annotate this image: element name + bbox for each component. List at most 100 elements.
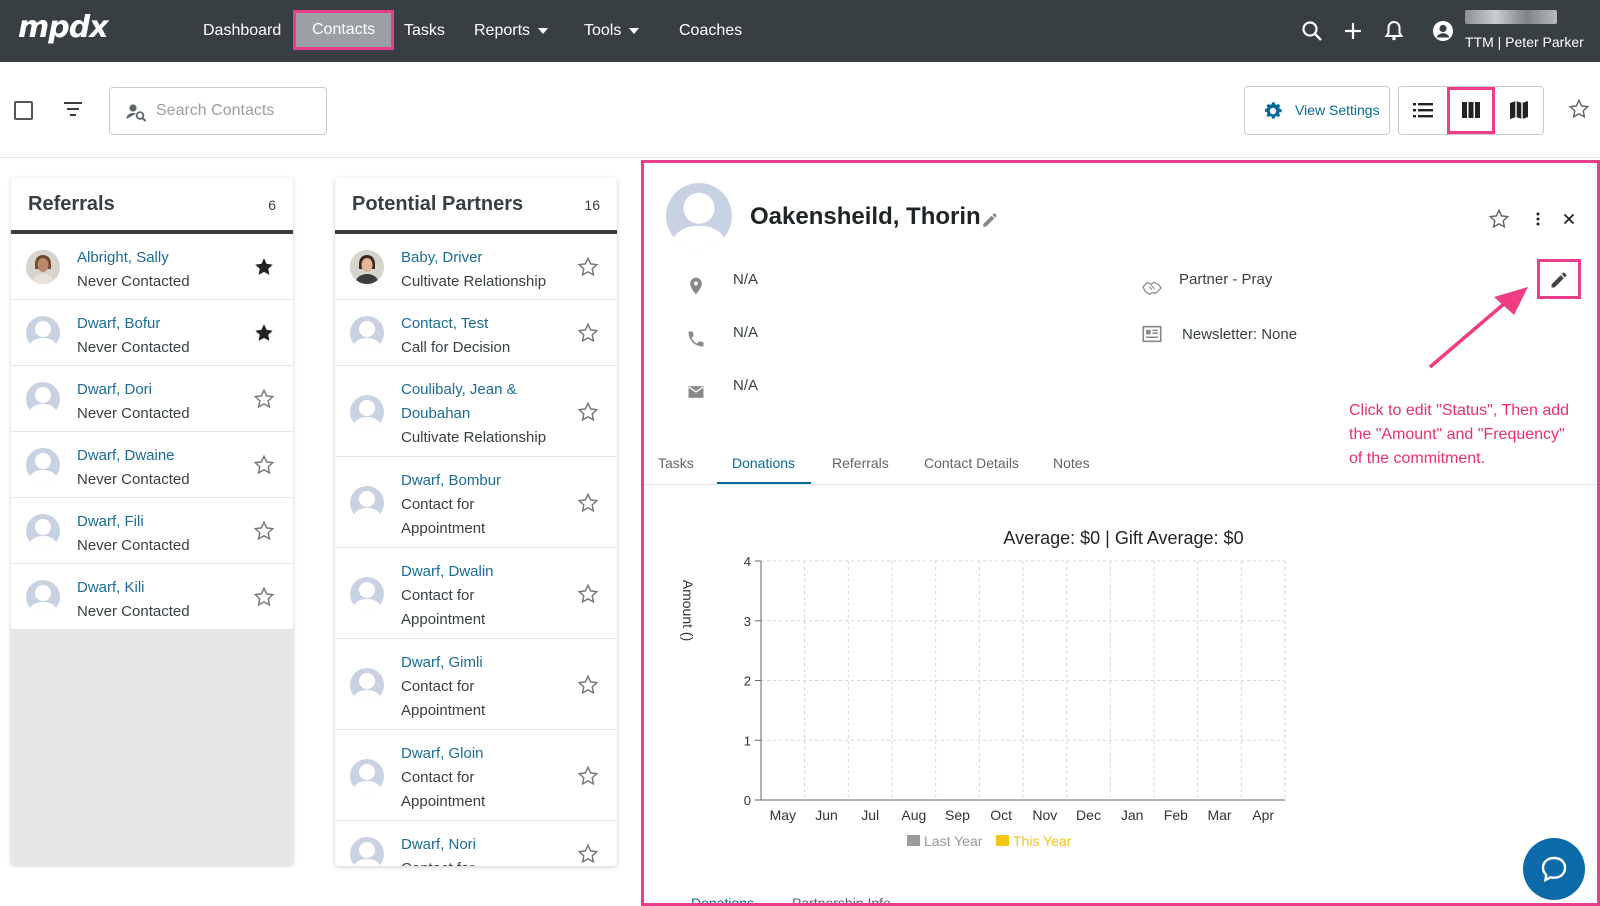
columns-icon bbox=[1462, 102, 1480, 118]
tab-contact-details[interactable]: Contact Details bbox=[924, 455, 1019, 471]
subtab-partnership-info[interactable]: Partnership Info bbox=[792, 895, 891, 906]
contact-card[interactable]: Baby, Driver Cultivate Relationship bbox=[335, 234, 617, 300]
contact-avatar bbox=[666, 183, 732, 249]
contact-name-link[interactable]: Dwarf, Bofur bbox=[77, 315, 161, 332]
help-chat-button[interactable] bbox=[1523, 838, 1585, 900]
star-outline-icon[interactable] bbox=[1488, 208, 1510, 230]
contact-name-link[interactable]: Dwarf, Dwaine bbox=[77, 447, 175, 464]
contact-name-link[interactable]: Dwarf, Dori bbox=[77, 381, 153, 398]
star-outline-icon[interactable] bbox=[253, 586, 275, 608]
list-icon bbox=[1413, 103, 1433, 118]
contact-status: Contact for bbox=[401, 857, 474, 866]
contact-card[interactable]: Dwarf, Dwaine Never Contacted bbox=[11, 432, 293, 498]
phone-value[interactable]: N/A bbox=[733, 324, 759, 341]
contact-card[interactable]: Dwarf, Dori Never Contacted bbox=[11, 366, 293, 432]
star-outline-icon[interactable] bbox=[577, 674, 599, 696]
search-icon[interactable] bbox=[1300, 19, 1324, 43]
y-tick-label: 4 bbox=[744, 554, 751, 569]
caret-down-icon bbox=[629, 27, 640, 34]
contact-card[interactable]: Contact, Test Call for Decision bbox=[335, 300, 617, 366]
star-outline-icon[interactable] bbox=[577, 765, 599, 787]
contact-detail-panel: Oakensheild, Thorin N/A N/A N/A Partner … bbox=[641, 160, 1600, 906]
map-view-button[interactable] bbox=[1495, 87, 1543, 134]
nav-tasks[interactable]: Tasks bbox=[404, 22, 445, 39]
account-icon[interactable] bbox=[1431, 19, 1455, 43]
contact-name-link[interactable]: Dwarf, Fili bbox=[77, 513, 144, 530]
contact-name-link[interactable]: Contact, Test bbox=[401, 315, 489, 332]
star-outline-icon[interactable] bbox=[577, 322, 599, 344]
nav-coaches[interactable]: Coaches bbox=[679, 22, 743, 39]
star-outline-icon[interactable] bbox=[577, 583, 599, 605]
star-outline-icon[interactable] bbox=[1568, 98, 1590, 120]
y-tick-label: 1 bbox=[744, 733, 751, 748]
nav-reports[interactable]: Reports bbox=[474, 18, 549, 44]
contact-name-link[interactable]: Albright, Sally bbox=[77, 249, 169, 266]
contact-card[interactable]: Dwarf, Bombur Contact for Appointment bbox=[335, 457, 617, 548]
view-settings-button[interactable]: View Settings bbox=[1244, 86, 1390, 135]
contact-name-link[interactable]: Dwarf, Bombur bbox=[401, 472, 502, 489]
contact-status: Never Contacted bbox=[77, 603, 190, 620]
tab-donations[interactable]: Donations bbox=[732, 455, 796, 471]
star-filled-icon[interactable] bbox=[253, 256, 275, 278]
plus-icon[interactable] bbox=[1341, 19, 1365, 43]
annotation-text: Click to edit "Status", Then add the "Am… bbox=[1349, 402, 1570, 467]
more-vertical-icon[interactable] bbox=[1528, 209, 1548, 229]
star-outline-icon[interactable] bbox=[253, 454, 275, 476]
avatar bbox=[350, 250, 384, 284]
avatar-placeholder-icon bbox=[670, 192, 728, 249]
contact-status: Never Contacted bbox=[77, 339, 190, 356]
tab-notes[interactable]: Notes bbox=[1053, 455, 1090, 471]
email-value[interactable]: N/A bbox=[733, 377, 759, 394]
select-all-checkbox[interactable] bbox=[14, 101, 33, 120]
active-tab-indicator bbox=[717, 482, 811, 484]
star-outline-icon[interactable] bbox=[577, 492, 599, 514]
contact-name-link[interactable]: Coulibaly, Jean & Doubahan bbox=[401, 381, 517, 422]
chat-bubble-icon bbox=[1541, 856, 1567, 883]
nav-contacts[interactable]: Contacts bbox=[293, 10, 395, 50]
contact-name-link[interactable]: Dwarf, Gimli bbox=[401, 654, 483, 671]
star-outline-icon[interactable] bbox=[577, 843, 599, 865]
nav-tools[interactable]: Tools bbox=[584, 18, 640, 44]
filter-icon[interactable] bbox=[62, 98, 84, 120]
tab-referrals[interactable]: Referrals bbox=[832, 455, 889, 471]
search-input[interactable] bbox=[156, 100, 316, 122]
search-box[interactable] bbox=[109, 87, 327, 135]
gear-icon bbox=[1264, 102, 1282, 119]
contact-card[interactable]: Dwarf, Dwalin Contact for Appointment bbox=[335, 548, 617, 639]
contact-status: Never Contacted bbox=[77, 273, 190, 290]
star-outline-icon[interactable] bbox=[253, 388, 275, 410]
contact-card[interactable]: Dwarf, Fili Never Contacted bbox=[11, 498, 293, 564]
list-view-button[interactable] bbox=[1399, 87, 1447, 134]
star-filled-icon[interactable] bbox=[253, 322, 275, 344]
address-value[interactable]: N/A bbox=[733, 271, 759, 288]
newsletter-value[interactable]: Newsletter: None bbox=[1182, 326, 1298, 343]
star-outline-icon[interactable] bbox=[577, 256, 599, 278]
contact-card[interactable]: Dwarf, Gimli Contact for Appointment bbox=[335, 639, 617, 730]
contact-card[interactable]: Dwarf, Kili Never Contacted bbox=[11, 564, 293, 630]
status-value[interactable]: Partner - Pray bbox=[1179, 271, 1273, 288]
pencil-icon[interactable] bbox=[981, 211, 999, 229]
contact-name-link[interactable]: Dwarf, Dwalin bbox=[401, 563, 494, 580]
close-icon[interactable] bbox=[1560, 210, 1578, 228]
contact-name-link[interactable]: Dwarf, Nori bbox=[401, 836, 477, 853]
contact-card[interactable]: Dwarf, Bofur Never Contacted bbox=[11, 300, 293, 366]
column-view-button[interactable] bbox=[1447, 87, 1495, 134]
nav-dashboard[interactable]: Dashboard bbox=[203, 22, 282, 39]
contact-card[interactable]: Albright, Sally Never Contacted bbox=[11, 234, 293, 300]
contact-name-link[interactable]: Baby, Driver bbox=[401, 249, 483, 266]
contact-name-link[interactable]: Dwarf, Kili bbox=[77, 579, 145, 596]
contact-status: Contact for Appointment bbox=[401, 496, 486, 537]
account-name[interactable]: TTM | Peter Parker bbox=[1465, 34, 1584, 50]
subtab-donations[interactable]: Donations bbox=[691, 895, 755, 906]
contact-card[interactable]: Dwarf, Gloin Contact for Appointment bbox=[335, 730, 617, 821]
mpdx-logo[interactable]: mpdx bbox=[18, 10, 109, 45]
star-outline-icon[interactable] bbox=[253, 520, 275, 542]
star-outline-icon[interactable] bbox=[577, 401, 599, 423]
tab-tasks[interactable]: Tasks bbox=[658, 455, 694, 471]
edit-status-button[interactable] bbox=[1537, 259, 1581, 299]
contact-card[interactable]: Dwarf, Nori Contact for bbox=[335, 821, 617, 866]
contact-card[interactable]: Coulibaly, Jean & Doubahan Cultivate Relat… bbox=[335, 366, 617, 457]
contact-name: Oakensheild, Thorin bbox=[750, 203, 981, 230]
contact-name-link[interactable]: Dwarf, Gloin bbox=[401, 745, 484, 762]
bell-icon[interactable] bbox=[1382, 19, 1406, 43]
